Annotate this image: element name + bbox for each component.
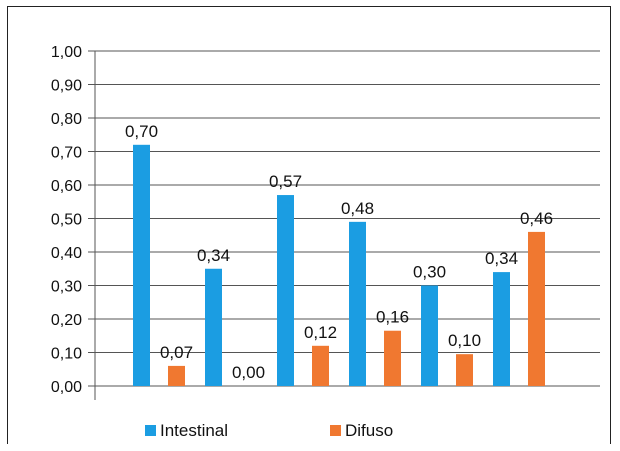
data-label: 0,12 bbox=[304, 323, 337, 342]
bar-intestinal-4 bbox=[349, 221, 366, 386]
bar-difuso-5 bbox=[456, 354, 473, 386]
data-label: 0,46 bbox=[520, 209, 553, 228]
chart-frame bbox=[7, 6, 611, 444]
data-label: 0,48 bbox=[341, 199, 374, 218]
y-tick-label: 0,60 bbox=[51, 178, 82, 195]
y-tick-label: 0,30 bbox=[51, 279, 82, 296]
data-label: 0,16 bbox=[376, 308, 409, 327]
data-label: 0,70 bbox=[125, 122, 158, 141]
bar-difuso-6 bbox=[528, 231, 545, 386]
y-tick-label: 0,50 bbox=[51, 212, 82, 229]
y-tick-label: 0,40 bbox=[51, 245, 82, 262]
y-tick-label: 0,00 bbox=[51, 379, 82, 396]
gridlines bbox=[88, 50, 600, 400]
data-label: 0,07 bbox=[160, 343, 193, 362]
bar-intestinal-1 bbox=[133, 144, 150, 386]
data-label: 0,57 bbox=[269, 172, 302, 191]
data-label: 0,10 bbox=[448, 331, 481, 350]
bars bbox=[133, 144, 545, 386]
bar-intestinal-2 bbox=[205, 268, 222, 386]
y-tick-label: 0,70 bbox=[51, 145, 82, 162]
data-label: 0,34 bbox=[485, 249, 518, 268]
bar-difuso-1 bbox=[168, 365, 185, 386]
data-label: 0,30 bbox=[413, 263, 446, 282]
bar-difuso-4 bbox=[384, 330, 401, 386]
legend-label-intestinal: Intestinal bbox=[160, 421, 228, 440]
data-label: 0,00 bbox=[232, 363, 265, 382]
y-tick-label: 0,20 bbox=[51, 312, 82, 329]
legend-label-difuso: Difuso bbox=[345, 421, 393, 440]
legend-swatch-difuso bbox=[330, 425, 341, 436]
bar-intestinal-3 bbox=[277, 195, 294, 386]
y-tick-label: 0,10 bbox=[51, 346, 82, 363]
bar-intestinal-5 bbox=[421, 285, 438, 386]
y-axis-ticks: 0,00 0,10 0,20 0,30 0,40 0,50 0,60 0,70 0,80 0,90… bbox=[51, 44, 82, 396]
data-label: 0,34 bbox=[197, 246, 230, 265]
legend: Intestinal Difuso bbox=[145, 421, 393, 440]
y-tick-label: 0,80 bbox=[51, 111, 82, 128]
bar-intestinal-6 bbox=[493, 272, 510, 386]
bar-difuso-3 bbox=[312, 345, 329, 386]
data-labels: 0,70 0,07 0,34 0,00 0,57 0,12 0,48 0,16 0,30 0,10… bbox=[125, 122, 553, 382]
legend-swatch-intestinal bbox=[145, 425, 156, 436]
y-tick-label: 1,00 bbox=[51, 44, 82, 61]
y-tick-label: 0,90 bbox=[51, 78, 82, 95]
